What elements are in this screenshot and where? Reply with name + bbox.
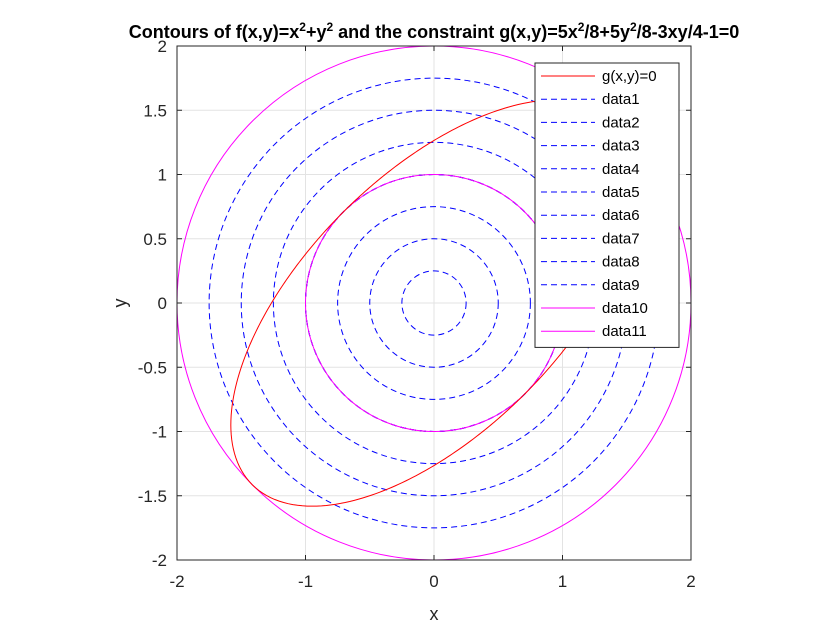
y-tick-label-4: 0 [158,294,167,313]
contour-data2 [369,238,499,368]
y-tick-label-3: -0.5 [138,358,167,377]
legend: g(x,y)=0 data1 data2 data3 data4 data5 data6 da… [534,62,680,348]
title-part-6: /8+5y [584,22,630,42]
legend-label-2: data2 [602,114,640,131]
y-tick-label-5: 0.5 [143,230,167,249]
legend-label-0: g(x,y)=0 [602,68,657,85]
title-part-1: 2 [299,20,306,34]
legend-label-8: data8 [602,254,640,271]
x-tick-label-2: 0 [429,572,438,591]
legend-label-6: data6 [602,207,640,224]
legend-box [534,62,680,348]
title-part-8: /8-3xy/4-1=0 [637,22,740,42]
x-tick-label-1: -1 [298,572,313,591]
y-tick-label-2: -1 [152,423,167,442]
title-part-4: and the constraint g(x,y)=5x [333,22,578,42]
x-tick-label-3: 1 [558,572,567,591]
title-part-2: +y [306,22,327,42]
title-part-7: 2 [630,20,637,34]
y-tick-label-7: 1.5 [143,101,167,120]
legend-label-3: data3 [602,138,640,155]
title-part-5: 2 [578,20,585,34]
legend-label-10: data10 [602,300,648,317]
contour-data1 [401,270,467,336]
y-tick-label-8: 2 [158,37,167,56]
x-tick-label-4: 2 [686,572,695,591]
chart-title: Contours of f(x,y)=x2+y2 and the constra… [129,20,739,42]
y-tick-label-6: 1 [158,166,167,185]
y-axis-label: y [110,299,130,308]
x-tick-label-0: -2 [169,572,184,591]
legend-label-7: data7 [602,230,640,247]
y-tick-label-0: -2 [152,551,167,570]
legend-label-9: data9 [602,277,640,294]
title-part-3: 2 [326,20,333,34]
y-tick-label-1: -1.5 [138,487,167,506]
title-part-0: Contours of f(x,y)=x [129,22,300,42]
tick-labels: -2 -1 0 1 2 -2 -1.5 -1 -0.5 0 0.5 1 1.5 2 [138,37,696,591]
legend-label-1: data1 [602,91,640,108]
legend-label-11: data11 [602,323,647,340]
contour-data3 [337,206,531,400]
tick-marks [176,45,692,561]
legend-label-5: data5 [602,184,640,201]
legend-label-4: data4 [602,161,640,178]
x-axis-label: x [430,604,439,624]
